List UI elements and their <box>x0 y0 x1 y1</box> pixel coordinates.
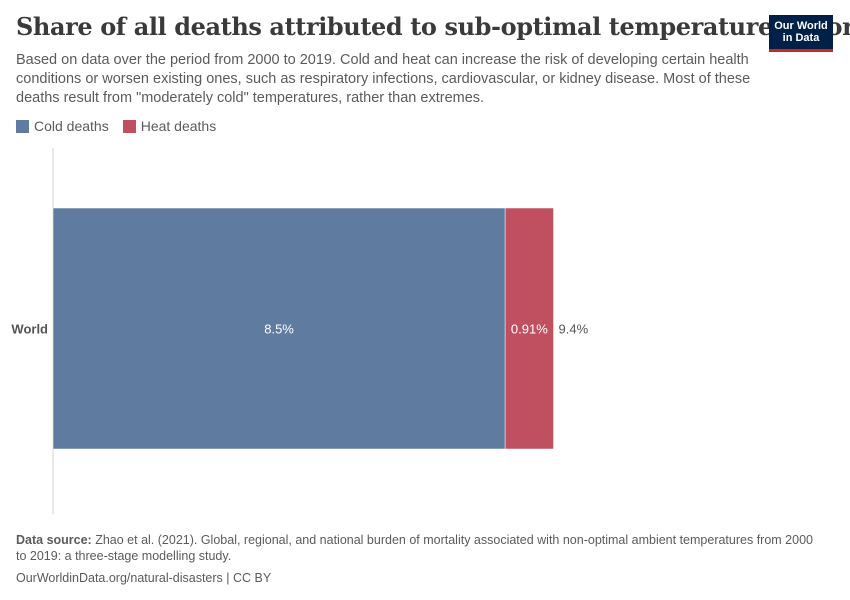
data-source: Data source: Zhao et al. (2021). Global,… <box>16 532 816 564</box>
legend-swatch-heat <box>122 119 136 133</box>
logo-line-1: Our World <box>774 20 828 32</box>
legend-item-cold[interactable]: Cold deaths <box>16 118 109 134</box>
legend-label-cold: Cold deaths <box>34 118 109 134</box>
bar-cold-world <box>52 207 506 450</box>
legend-label-heat: Heat deaths <box>140 118 217 134</box>
source-text: Zhao et al. (2021). Global, regional, an… <box>16 533 813 563</box>
source-label: Data source: <box>16 533 92 547</box>
legend-item-heat[interactable]: Heat deaths <box>122 118 217 134</box>
footer: Data source: Zhao et al. (2021). Global,… <box>16 532 816 585</box>
chart-title: Share of all deaths attributed to sub-op… <box>16 12 850 41</box>
category-label-world: World <box>11 322 48 337</box>
owid-logo[interactable]: Our World in Data <box>769 15 833 52</box>
legend-swatch-cold <box>16 119 29 133</box>
legend: Cold deaths Heat deaths <box>16 118 216 134</box>
total-label-world: 9.4% <box>559 322 589 337</box>
data-label-heat: 0.91% <box>511 322 548 337</box>
chart-subtitle: Based on data over the period from 2000 … <box>16 52 751 106</box>
logo-line-2: in Data <box>782 32 820 44</box>
data-label-cold: 8.5% <box>264 322 294 337</box>
bar-heat-world <box>504 207 554 450</box>
footer-url[interactable]: OurWorldinData.org/natural-disasters | C… <box>16 571 272 585</box>
